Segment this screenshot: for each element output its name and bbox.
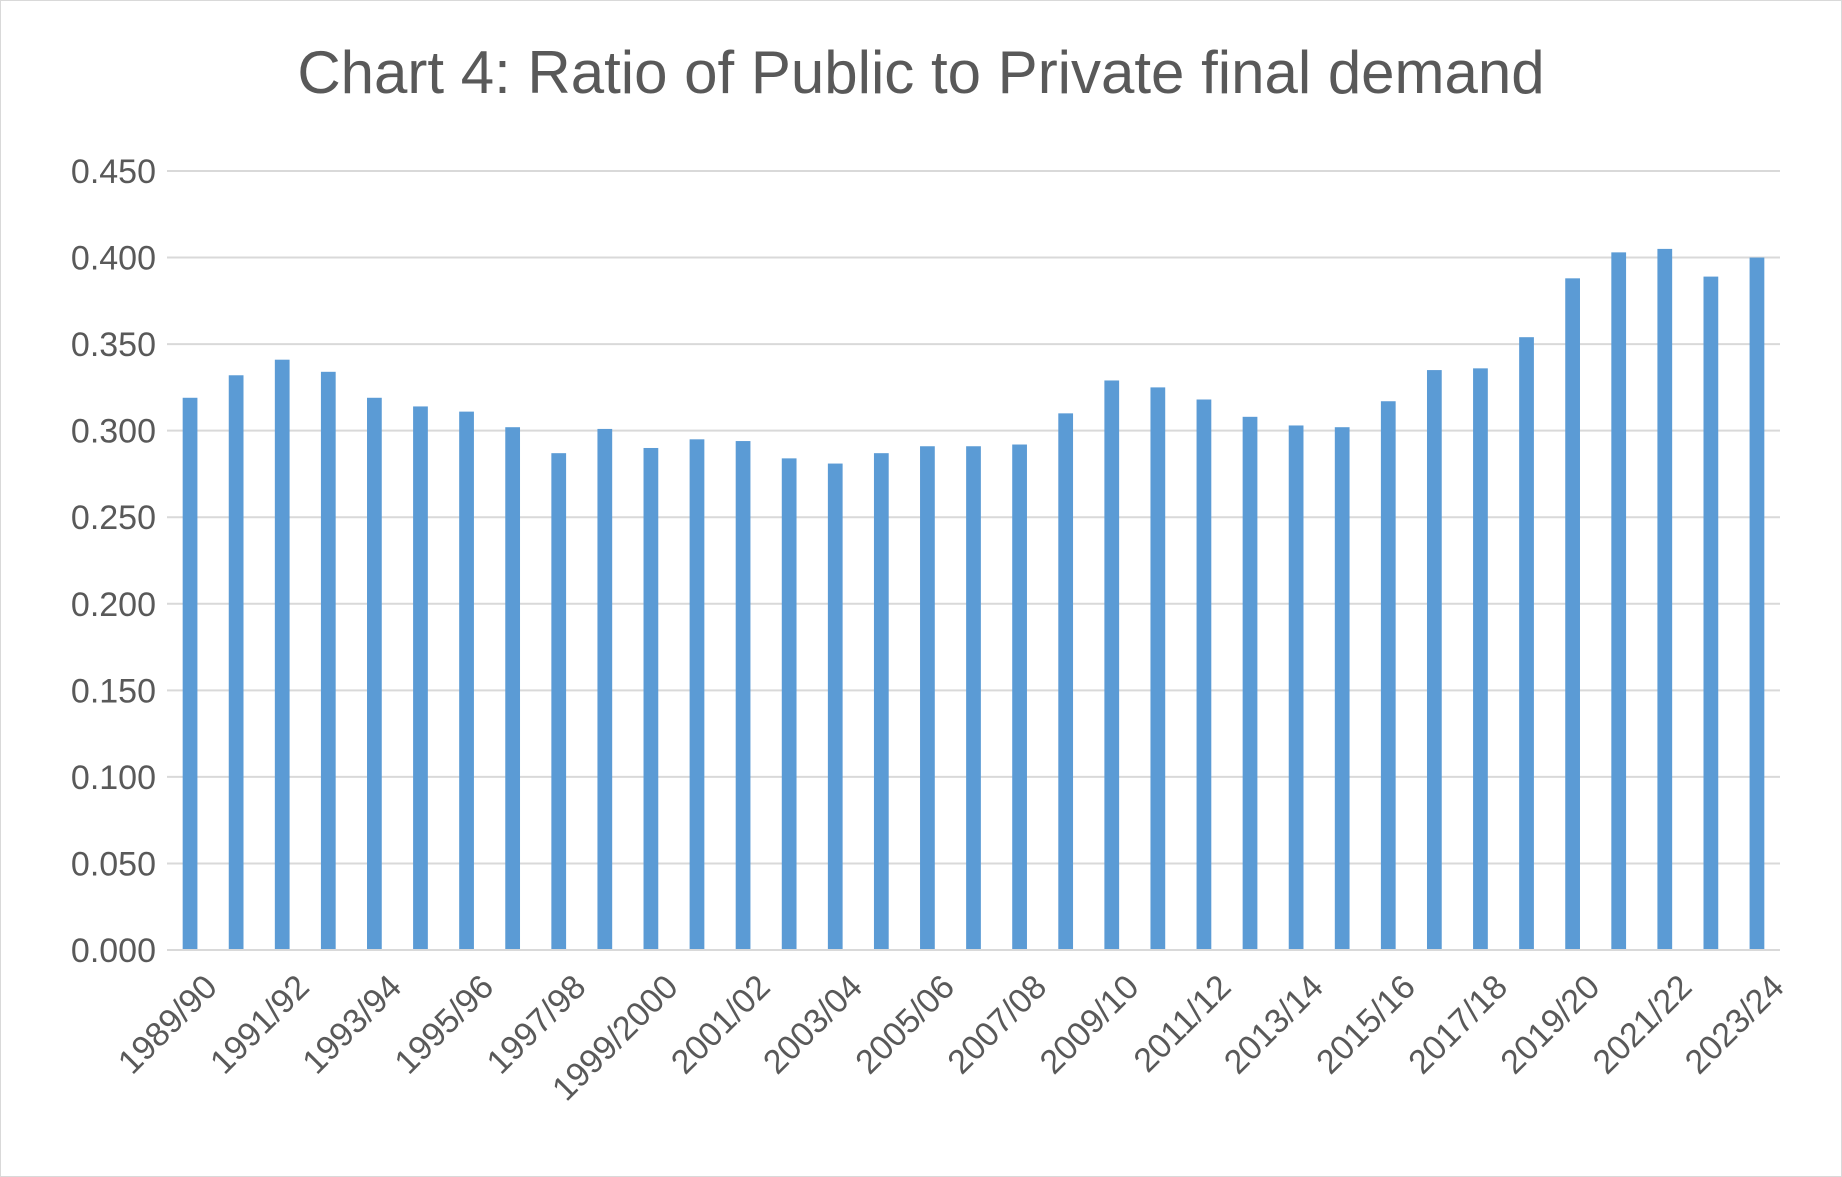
bar bbox=[551, 453, 567, 950]
x-tick-label: 2009/10 bbox=[1033, 968, 1147, 1082]
y-tick-label: 0.050 bbox=[71, 845, 156, 883]
y-tick-label: 0.250 bbox=[71, 499, 156, 537]
bar bbox=[274, 359, 290, 950]
bar bbox=[1749, 257, 1765, 950]
bar bbox=[1426, 370, 1442, 951]
x-tick-label: 1991/92 bbox=[203, 968, 317, 1082]
y-tick-label: 0.200 bbox=[71, 586, 156, 624]
x-tick-label: 2021/22 bbox=[1586, 968, 1700, 1082]
y-tick-label: 0.400 bbox=[71, 240, 156, 278]
bar bbox=[735, 441, 751, 950]
bar bbox=[597, 428, 613, 950]
x-tick-label: 2023/24 bbox=[1678, 968, 1792, 1082]
y-tick-label: 0.300 bbox=[71, 413, 156, 451]
bar bbox=[505, 427, 521, 950]
bar bbox=[1703, 276, 1719, 950]
bar bbox=[1657, 248, 1673, 950]
bar bbox=[873, 453, 889, 950]
bar bbox=[1334, 427, 1350, 950]
bar bbox=[827, 463, 843, 950]
x-tick-label: 2015/16 bbox=[1309, 968, 1423, 1082]
bar bbox=[1565, 278, 1580, 951]
bar bbox=[1519, 337, 1534, 951]
x-tick-label: 2003/04 bbox=[756, 968, 870, 1082]
chart-title: Chart 4: Ratio of Public to Private fina… bbox=[297, 39, 1545, 106]
bar bbox=[413, 406, 428, 950]
x-tick-label: 2013/14 bbox=[1217, 968, 1331, 1082]
bars bbox=[182, 248, 1765, 951]
bar bbox=[1150, 387, 1166, 950]
bar bbox=[920, 446, 935, 950]
bar bbox=[1012, 444, 1027, 950]
x-tick-label: 2019/20 bbox=[1493, 968, 1607, 1082]
bar bbox=[459, 411, 474, 950]
bar bbox=[228, 375, 244, 950]
bar bbox=[1058, 413, 1074, 950]
x-tick-label: 1993/94 bbox=[295, 968, 409, 1082]
y-tick-label: 0.350 bbox=[71, 326, 156, 364]
y-tick-label: 0.000 bbox=[71, 932, 156, 970]
bar bbox=[320, 371, 336, 950]
bar bbox=[1242, 416, 1258, 951]
bar bbox=[367, 397, 382, 951]
bar bbox=[1380, 401, 1396, 950]
x-tick-label: 2007/08 bbox=[940, 968, 1054, 1082]
bar bbox=[1473, 368, 1488, 950]
x-tick-label: 2011/12 bbox=[1127, 968, 1239, 1080]
x-tick-label: 2001/02 bbox=[664, 968, 778, 1082]
bar bbox=[1104, 380, 1120, 950]
y-tick-label: 0.100 bbox=[71, 759, 156, 797]
x-tick-label: 1989/90 bbox=[111, 968, 225, 1082]
x-tick-label: 2005/06 bbox=[848, 968, 962, 1082]
bar bbox=[1196, 399, 1212, 950]
y-axis-labels: 0.000 0.050 0.100 0.150 0.200 0.250 0.300 0.350… bbox=[71, 153, 156, 970]
bar bbox=[643, 447, 659, 950]
x-tick-label: 1995/96 bbox=[387, 968, 501, 1082]
x-axis-labels: 1989/901991/921993/941995/961997/981999/… bbox=[111, 968, 1792, 1109]
y-tick-label: 0.150 bbox=[71, 672, 156, 710]
bar bbox=[689, 439, 705, 950]
bar bbox=[182, 397, 198, 951]
bar bbox=[781, 458, 797, 950]
bar bbox=[966, 446, 981, 950]
x-tick-label: 2017/18 bbox=[1401, 968, 1515, 1082]
y-tick-label: 0.450 bbox=[71, 153, 156, 191]
bar bbox=[1288, 425, 1304, 950]
bar bbox=[1611, 252, 1627, 950]
